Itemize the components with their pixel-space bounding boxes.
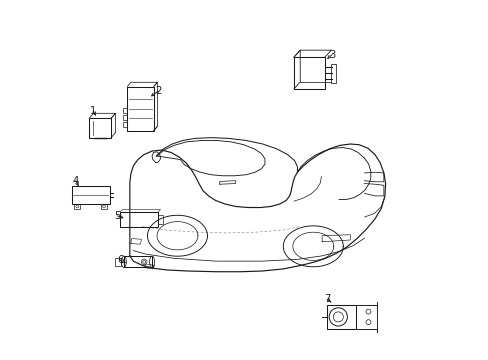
- Bar: [127, 86, 154, 131]
- Bar: [123, 108, 127, 113]
- Bar: [123, 256, 152, 267]
- Bar: [71, 186, 109, 204]
- Text: 3: 3: [328, 50, 334, 60]
- Text: 2: 2: [155, 86, 161, 96]
- Bar: [114, 258, 121, 266]
- Bar: [74, 204, 80, 209]
- Bar: [89, 118, 111, 138]
- Text: 4: 4: [73, 176, 79, 186]
- Text: 7: 7: [324, 294, 330, 304]
- Bar: [101, 204, 107, 209]
- Text: 1: 1: [90, 106, 97, 116]
- Bar: [123, 122, 127, 127]
- Bar: [330, 64, 335, 83]
- Bar: [327, 305, 355, 329]
- Bar: [158, 215, 163, 224]
- Bar: [293, 57, 324, 89]
- Bar: [123, 115, 127, 120]
- Text: 6: 6: [117, 256, 123, 265]
- Bar: [120, 212, 158, 226]
- Text: 5: 5: [114, 211, 121, 221]
